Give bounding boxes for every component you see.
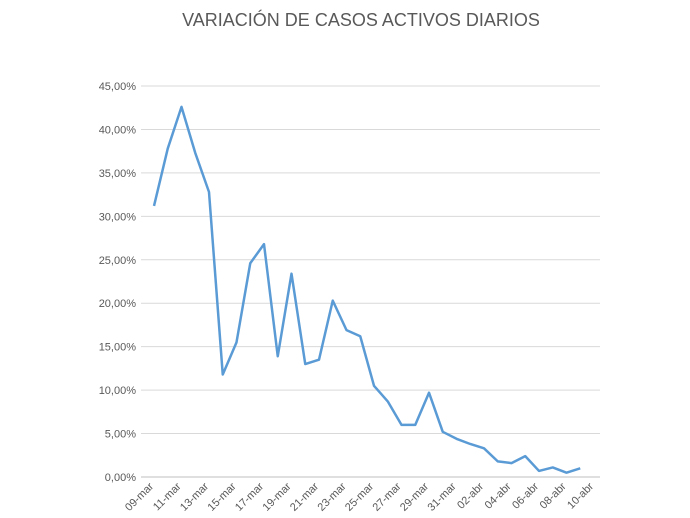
x-tick-label: 06-abr <box>510 480 541 511</box>
x-tick-label: 13-mar <box>178 480 211 513</box>
y-tick-label: 30,00% <box>99 211 137 223</box>
y-tick-label: 10,00% <box>99 385 137 397</box>
x-tick-label: 19-mar <box>260 480 293 513</box>
chart-title: VARIACIÓN DE CASOS ACTIVOS DIARIOS <box>182 9 540 30</box>
x-tick-label: 17-mar <box>233 480 266 513</box>
y-tick-label: 40,00% <box>99 124 137 136</box>
x-tick-label: 04-abr <box>483 480 514 511</box>
y-tick-label: 15,00% <box>99 342 137 354</box>
x-tick-label: 25-mar <box>343 480 376 513</box>
x-tick-label: 31-mar <box>425 480 458 513</box>
y-tick-label: 35,00% <box>99 168 137 180</box>
x-tick-label: 29-mar <box>398 480 431 513</box>
x-tick-label: 08-abr <box>538 480 569 511</box>
x-tick-label: 11-mar <box>151 480 184 513</box>
y-tick-label: 0,00% <box>105 472 136 484</box>
x-tick-label: 21-mar <box>288 480 321 513</box>
x-tick-label: 15-mar <box>205 480 238 513</box>
y-tick-label: 5,00% <box>105 429 136 441</box>
y-tick-label: 20,00% <box>99 298 137 310</box>
x-tick-label: 09-mar <box>123 480 156 513</box>
y-tick-label: 45,00% <box>99 81 137 93</box>
x-tick-label: 10-abr <box>565 480 596 511</box>
x-tick-label: 02-abr <box>455 480 486 511</box>
line-series <box>152 105 581 474</box>
x-tick-label: 23-mar <box>315 480 348 513</box>
x-tick-label: 27-mar <box>370 480 403 513</box>
y-tick-label: 25,00% <box>99 255 137 267</box>
